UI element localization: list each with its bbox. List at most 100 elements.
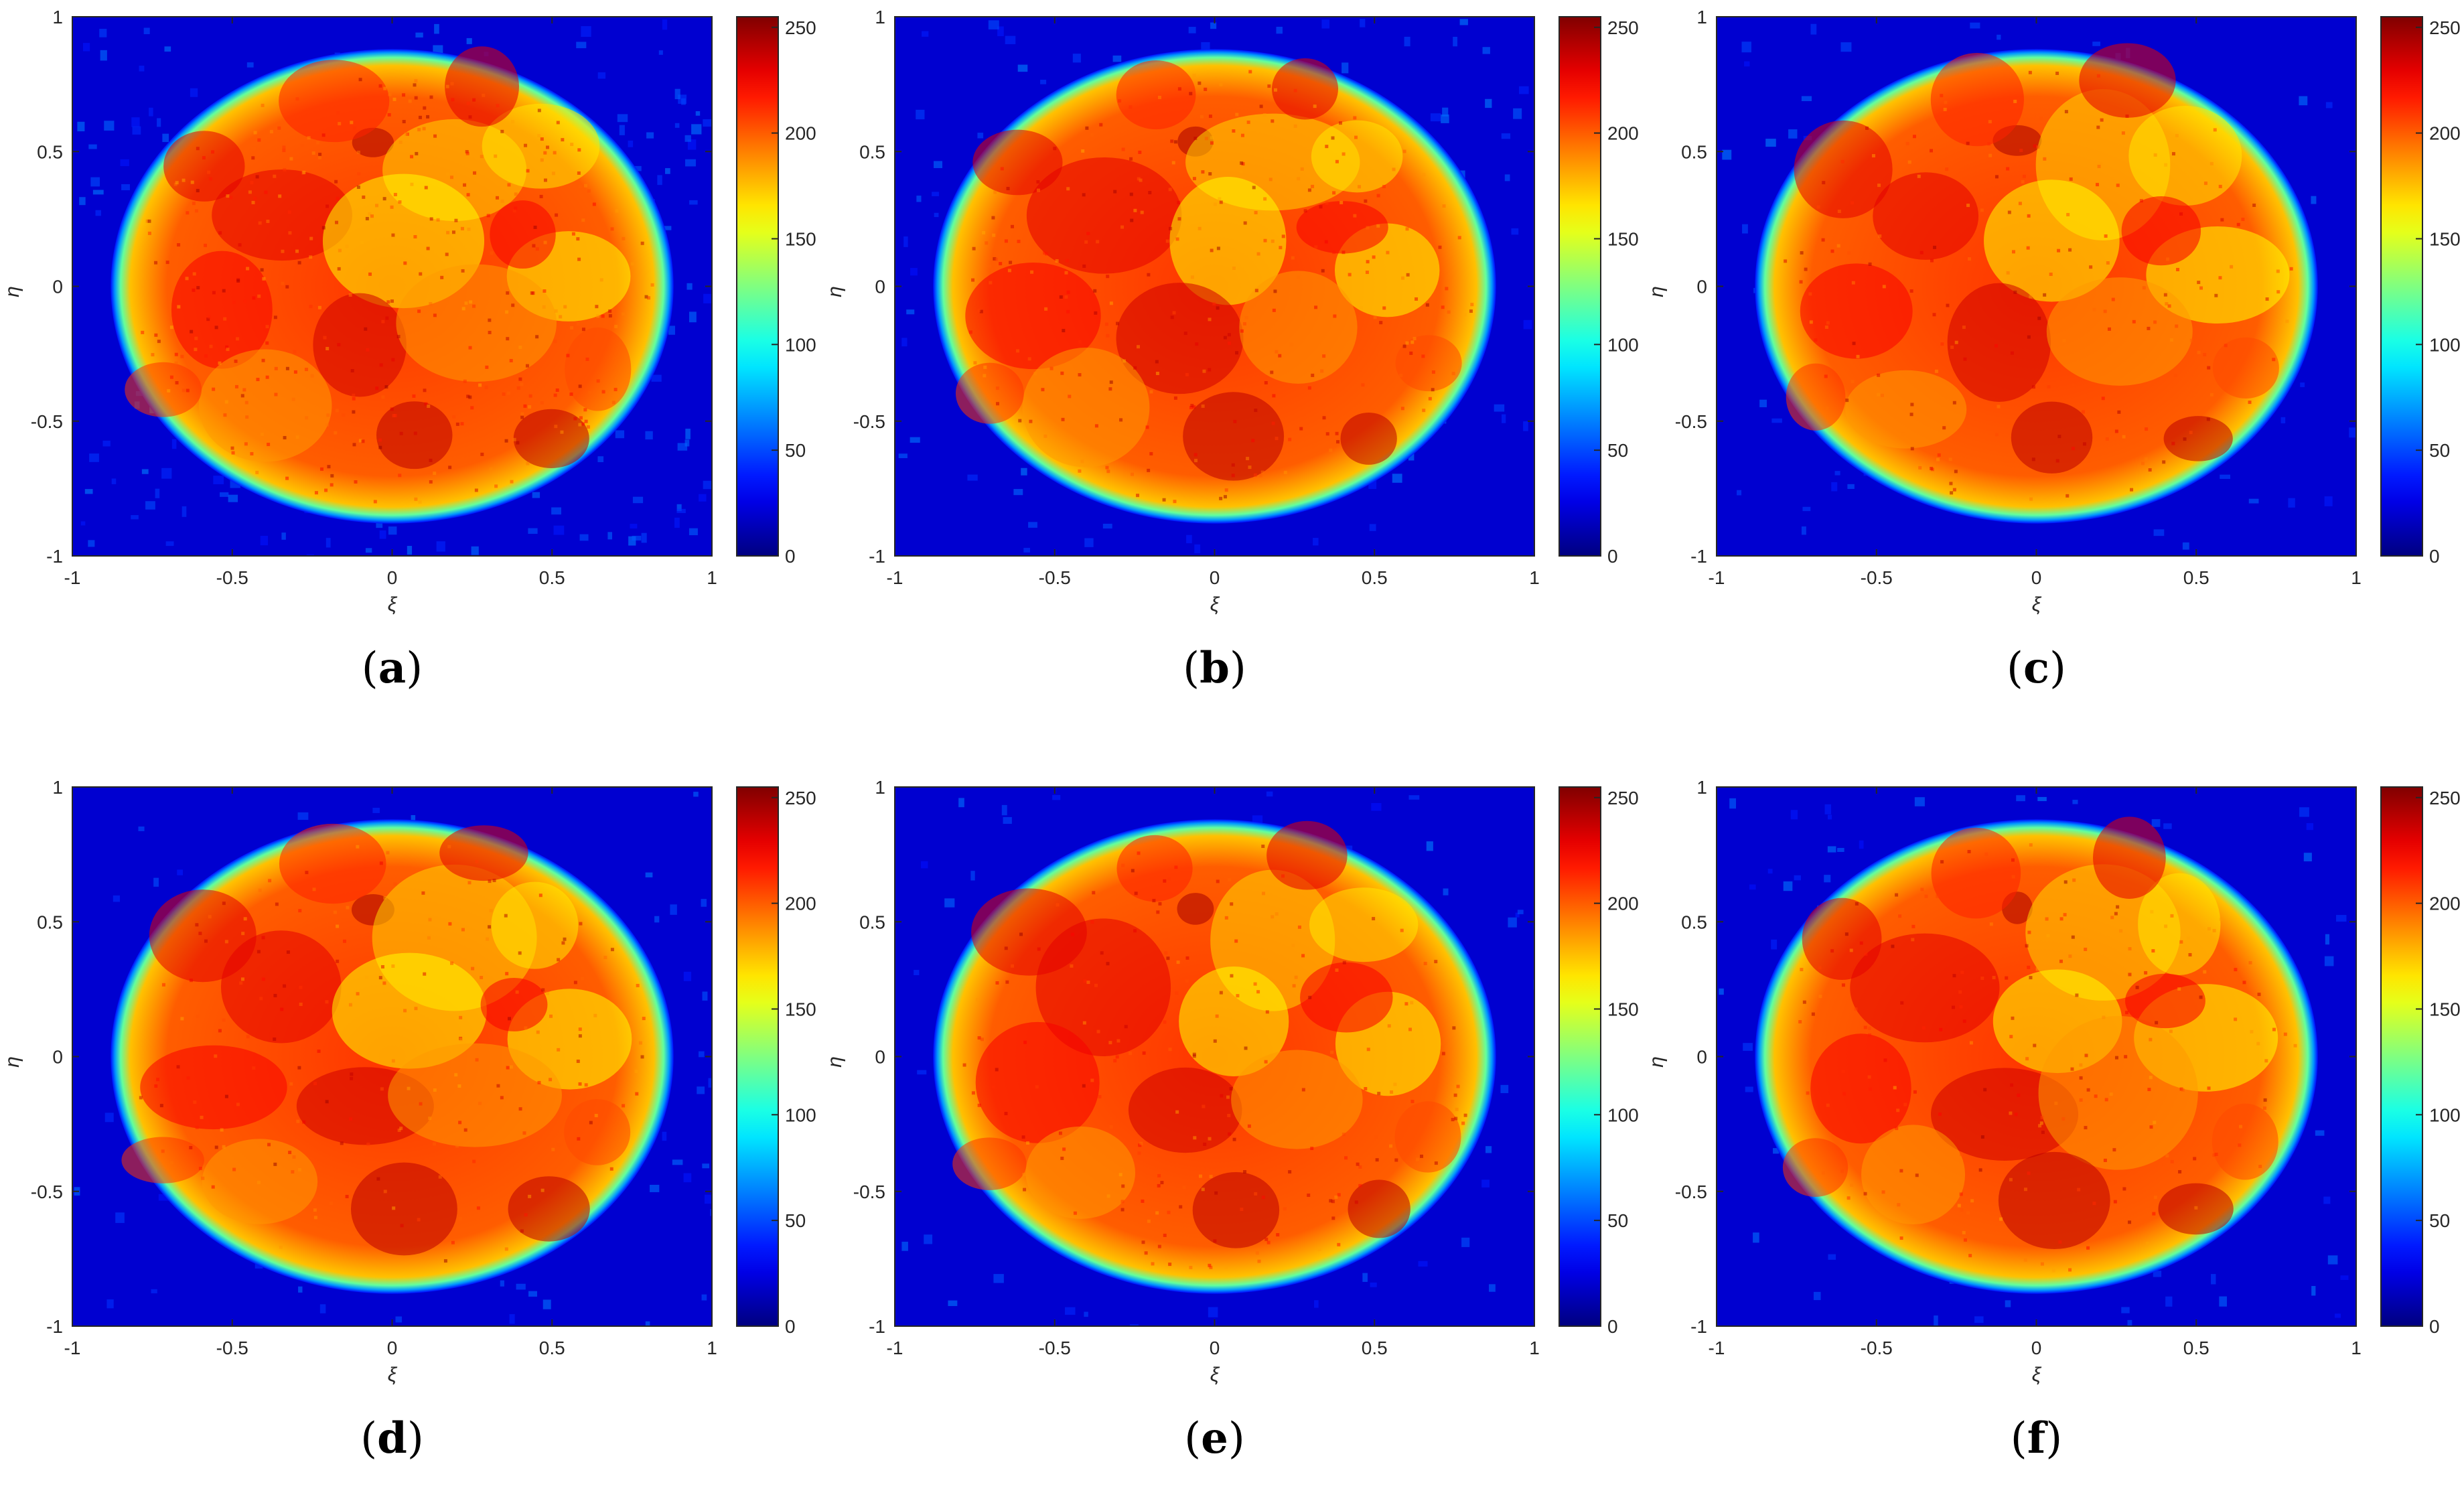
x-tick-label: 0 <box>2031 567 2042 588</box>
colorbar-tick-label: 50 <box>2429 440 2450 461</box>
y-tick-label: 1 <box>875 7 885 27</box>
texture-blob <box>2079 43 2176 118</box>
texture-blob <box>482 103 600 189</box>
texture-blob <box>121 1137 204 1183</box>
colorbar-tick-label: 200 <box>785 123 816 144</box>
texture-blob <box>163 131 245 202</box>
y-tick-label: 0.5 <box>1681 912 1707 932</box>
colorbar <box>2380 16 2423 557</box>
texture-blob <box>1394 1101 1461 1173</box>
texture-blob <box>1850 933 2000 1043</box>
colorbar-tick-label: 0 <box>2429 546 2440 567</box>
y-tick-label: 1 <box>52 777 63 798</box>
y-tick-label: 0.5 <box>859 141 885 162</box>
y-axis-label: η <box>1 1056 23 1068</box>
panel-d: -1 -0.5 0 0.5 1 -1 -0.5 0 0.5 1 ξ η 0 50 100 150 200 250 (… <box>0 770 817 1507</box>
texture-blob <box>140 1045 287 1130</box>
colorbar-tick-label: 0 <box>785 546 796 567</box>
colorbar <box>1559 786 1601 1327</box>
colorbar-tick-label: 50 <box>785 1210 806 1231</box>
texture-blob <box>388 1043 562 1147</box>
panel-a: -1 -0.5 0 0.5 1 -1 -0.5 0 0.5 1 ξ η 0 50 100 150 200 250 (… <box>0 0 817 737</box>
texture-blob <box>1984 180 2120 302</box>
texture-blob <box>313 293 407 397</box>
x-tick-label: 0 <box>2031 1338 2042 1358</box>
colorbar-tick-label: 50 <box>2429 1210 2450 1231</box>
panel-e: -1 -0.5 0 0.5 1 -1 -0.5 0 0.5 1 ξ η 0 50 100 150 200 250 (… <box>822 770 1640 1507</box>
colorbar-tick-label: 200 <box>1607 893 1639 914</box>
texture-blob <box>396 264 557 382</box>
x-tick-label: 0.5 <box>2183 1338 2209 1358</box>
x-tick-label: 0.5 <box>1362 567 1388 588</box>
colorbar-tick-label: 200 <box>785 893 816 914</box>
y-tick-label: -0.5 <box>853 1181 885 1202</box>
y-axis-label: η <box>1646 286 1668 297</box>
texture-blob <box>1296 201 1388 254</box>
colorbar-tick-label: 100 <box>2429 334 2461 355</box>
texture-blob <box>2138 873 2221 975</box>
panel-caption: (a) <box>361 643 423 693</box>
x-tick-label: -1 <box>887 1338 903 1358</box>
heatmap-chart: -1 -0.5 0 0.5 1 -1 -0.5 0 0.5 1 ξ η 0 50 100 150 200 250 <box>1 7 816 616</box>
texture-blob <box>2046 277 2193 386</box>
colorbar-tick-label: 50 <box>1607 440 1628 461</box>
texture-blob <box>1192 1171 1280 1248</box>
colorbar-tick-label: 100 <box>785 334 816 355</box>
colorbar-tick-label: 200 <box>2429 123 2461 144</box>
texture-blob <box>376 401 453 470</box>
x-tick-label: 0 <box>387 567 398 588</box>
y-tick-label: 0 <box>52 277 63 297</box>
texture-blob <box>198 349 332 462</box>
x-tick-label: 1 <box>707 567 717 588</box>
texture-blob <box>1266 820 1348 890</box>
texture-blob <box>1311 120 1403 193</box>
x-tick-label: -0.5 <box>216 567 248 588</box>
y-axis-label: η <box>1 286 23 297</box>
x-tick-label: 1 <box>1529 567 1540 588</box>
colorbar-tick-label: 0 <box>1607 546 1618 567</box>
texture-blob <box>1845 370 1967 449</box>
texture-blob <box>350 1162 457 1256</box>
y-tick-label: 0.5 <box>37 141 63 162</box>
x-tick-label: 0.5 <box>1362 1338 1388 1358</box>
colorbar-tick-label: 250 <box>785 788 816 808</box>
texture-blob <box>1998 1151 2110 1250</box>
texture-blob <box>972 129 1063 196</box>
panel-caption: (d) <box>360 1413 424 1463</box>
texture-blob <box>1128 1067 1242 1153</box>
texture-blob <box>1025 1126 1136 1219</box>
colorbar-tick-label: 100 <box>2429 1104 2461 1125</box>
y-tick-label: -0.5 <box>1675 411 1707 432</box>
x-axis-label: ξ <box>1210 593 1220 616</box>
y-tick-label: 0.5 <box>37 912 63 932</box>
y-tick-label: 1 <box>875 777 885 798</box>
texture-blob <box>1231 1050 1363 1149</box>
texture-blob <box>439 825 528 881</box>
colorbar <box>736 16 779 557</box>
colorbar-tick-label: 150 <box>785 228 816 249</box>
texture-blob <box>279 60 390 143</box>
texture-blob <box>1022 348 1150 468</box>
colorbar-tick-label: 0 <box>785 1316 796 1337</box>
colorbar-tick-label: 150 <box>1607 228 1639 249</box>
y-tick-label: -1 <box>1690 546 1707 567</box>
colorbar-tick-label: 0 <box>2429 1316 2440 1337</box>
texture-blob <box>212 169 352 261</box>
y-tick-label: -0.5 <box>31 1181 63 1202</box>
texture-blob <box>2038 1015 2198 1170</box>
colorbar-tick-label: 100 <box>1607 1104 1639 1125</box>
y-tick-label: -1 <box>869 546 885 567</box>
colorbar-tick-label: 100 <box>785 1104 816 1125</box>
texture-blob <box>1786 363 1846 431</box>
colorbar-tick-label: 150 <box>785 999 816 1019</box>
x-tick-label: 0.5 <box>539 567 565 588</box>
texture-blob <box>2128 105 2242 206</box>
colorbar-tick-label: 250 <box>2429 788 2461 808</box>
x-tick-label: 1 <box>2351 1338 2362 1358</box>
colorbar-tick-label: 100 <box>1607 334 1639 355</box>
x-tick-label: -0.5 <box>216 1338 248 1358</box>
texture-blob <box>1116 283 1244 394</box>
texture-blob <box>2093 816 2166 899</box>
y-tick-label: 1 <box>1696 777 1707 798</box>
